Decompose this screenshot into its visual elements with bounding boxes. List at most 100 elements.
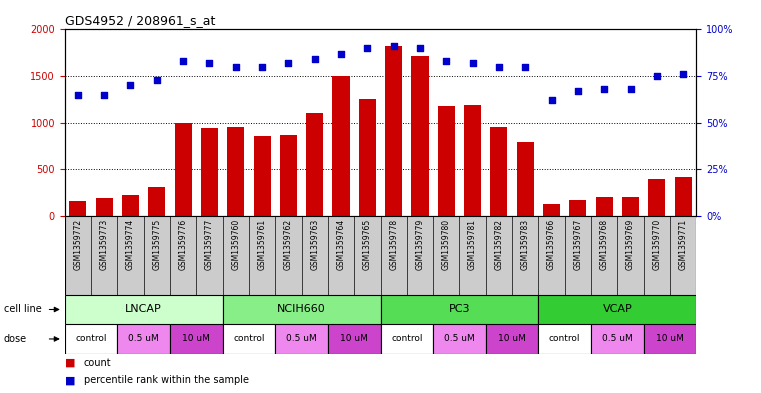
Bar (306, 112, 323, 216)
Text: GSM1359782: GSM1359782 (495, 219, 504, 270)
Bar (201, 129, 218, 216)
Text: NCIH660: NCIH660 (277, 305, 326, 314)
Text: 0.5 uM: 0.5 uM (129, 334, 159, 343)
Point (572, 88, 584, 94)
Point (651, 73, 663, 79)
Text: dose: dose (4, 334, 27, 344)
Text: control: control (549, 334, 581, 343)
Bar (591, 324, 644, 354)
Bar (358, 99, 376, 216)
Text: GSM1359769: GSM1359769 (626, 219, 635, 270)
Text: GSM1359776: GSM1359776 (179, 219, 188, 270)
Text: GSM1359768: GSM1359768 (600, 219, 609, 270)
Text: VCAP: VCAP (603, 305, 632, 314)
Bar (674, 177, 692, 216)
Bar (223, 295, 380, 324)
Text: GSM1359761: GSM1359761 (257, 219, 266, 270)
Text: ■: ■ (65, 375, 75, 385)
Text: cell line: cell line (4, 305, 42, 314)
Text: GSM1359765: GSM1359765 (363, 219, 372, 270)
Bar (122, 195, 139, 216)
Text: GSM1359775: GSM1359775 (152, 219, 161, 270)
Bar (438, 106, 455, 216)
Bar (69, 201, 87, 216)
Text: 10 uM: 10 uM (183, 334, 210, 343)
Text: GSM1359770: GSM1359770 (652, 219, 661, 270)
Text: ■: ■ (65, 358, 75, 367)
Text: GSM1359763: GSM1359763 (310, 219, 319, 270)
Bar (380, 324, 433, 354)
Text: PC3: PC3 (449, 305, 470, 314)
Text: GSM1359774: GSM1359774 (126, 219, 135, 270)
Text: GSM1359764: GSM1359764 (336, 219, 345, 270)
Text: control: control (75, 334, 107, 343)
Text: 0.5 uM: 0.5 uM (444, 334, 475, 343)
Bar (333, 76, 349, 216)
Point (677, 71, 689, 77)
Text: GSM1359780: GSM1359780 (442, 219, 451, 270)
Text: count: count (84, 358, 111, 367)
Point (440, 58, 452, 64)
Point (387, 43, 400, 50)
Text: GDS4952 / 208961_s_at: GDS4952 / 208961_s_at (65, 14, 215, 27)
Text: 10 uM: 10 uM (340, 334, 368, 343)
Bar (385, 46, 403, 216)
Point (309, 56, 321, 62)
Point (98, 92, 110, 98)
Bar (539, 295, 696, 324)
Bar (170, 324, 223, 354)
Bar (280, 135, 297, 216)
Bar (648, 179, 665, 216)
Text: GSM1359783: GSM1359783 (521, 219, 530, 270)
Bar (65, 324, 117, 354)
Point (282, 60, 295, 66)
Point (361, 45, 374, 51)
Text: 0.5 uM: 0.5 uM (602, 334, 632, 343)
Text: 0.5 uM: 0.5 uM (286, 334, 317, 343)
Bar (117, 324, 170, 354)
Text: GSM1359760: GSM1359760 (231, 219, 240, 270)
Text: control: control (233, 334, 265, 343)
Bar (517, 142, 533, 216)
Text: GSM1359773: GSM1359773 (100, 219, 109, 270)
Bar (644, 324, 696, 354)
Bar (490, 127, 508, 216)
Text: LNCAP: LNCAP (126, 305, 162, 314)
Text: GSM1359771: GSM1359771 (679, 219, 688, 270)
Point (256, 64, 268, 70)
Text: GSM1359767: GSM1359767 (573, 219, 582, 270)
Bar (543, 204, 560, 216)
Text: percentile rank within the sample: percentile rank within the sample (84, 375, 249, 385)
Point (177, 58, 189, 64)
Point (230, 64, 242, 70)
Point (546, 97, 558, 103)
Bar (223, 324, 275, 354)
Point (598, 86, 610, 92)
Bar (148, 187, 165, 216)
Bar (380, 295, 539, 324)
Text: 10 uM: 10 uM (498, 334, 526, 343)
Point (414, 45, 426, 51)
Bar (65, 295, 223, 324)
Point (493, 64, 505, 70)
Point (124, 82, 136, 88)
Bar (228, 127, 244, 216)
Bar (275, 324, 328, 354)
Bar (486, 324, 539, 354)
Text: GSM1359781: GSM1359781 (468, 219, 477, 270)
Text: GSM1359772: GSM1359772 (73, 219, 82, 270)
Bar (539, 324, 591, 354)
Point (519, 64, 531, 70)
Text: control: control (391, 334, 422, 343)
Text: GSM1359779: GSM1359779 (416, 219, 425, 270)
Bar (569, 200, 587, 216)
Point (466, 60, 479, 66)
Text: GSM1359766: GSM1359766 (547, 219, 556, 270)
Text: GSM1359762: GSM1359762 (284, 219, 293, 270)
Bar (464, 105, 481, 216)
Bar (596, 197, 613, 216)
Bar (174, 123, 192, 216)
Text: GSM1359777: GSM1359777 (205, 219, 214, 270)
Point (625, 86, 637, 92)
Point (151, 77, 163, 83)
